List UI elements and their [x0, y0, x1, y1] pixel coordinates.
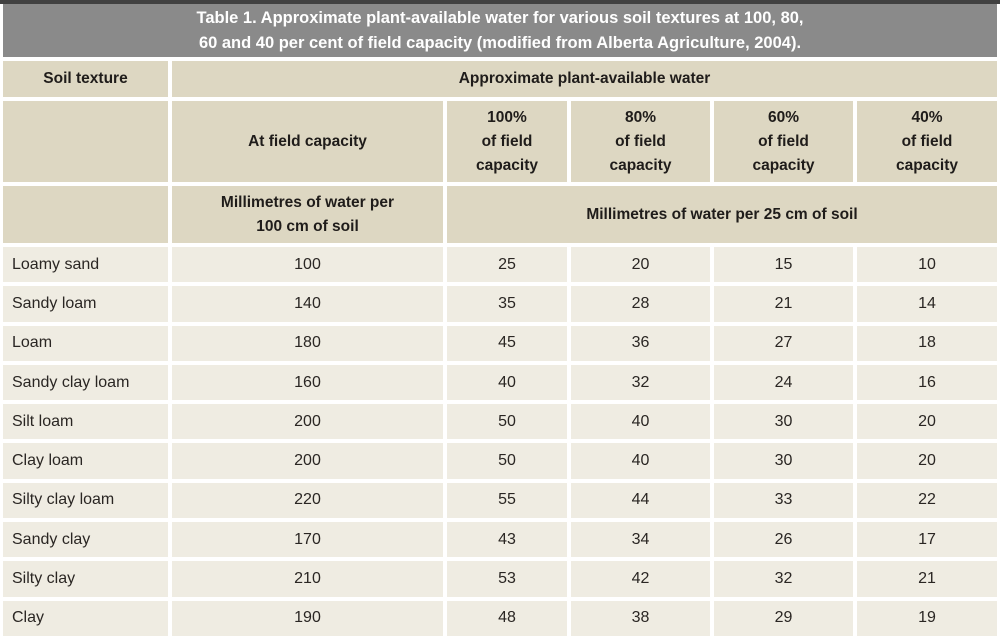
value-cell: 40	[571, 443, 710, 479]
soil-texture-cell: Sandy loam	[3, 286, 168, 322]
value-cell: 200	[172, 443, 443, 479]
value-cell: 40	[571, 404, 710, 440]
value-cell: 100	[172, 247, 443, 283]
value-cell: 170	[172, 522, 443, 558]
header-60-percent: 60% of field capacity	[714, 101, 853, 182]
header-80-percent: 80% of field capacity	[571, 101, 710, 182]
value-cell: 21	[714, 286, 853, 322]
value-cell: 45	[447, 325, 567, 361]
soil-water-table: Soil texture Approximate plant-available…	[3, 61, 997, 636]
value-cell: 21	[857, 561, 997, 597]
value-cell: 36	[571, 325, 710, 361]
value-cell: 35	[447, 286, 567, 322]
value-cell: 20	[857, 443, 997, 479]
value-cell: 22	[857, 482, 997, 519]
value-cell: 20	[571, 247, 710, 283]
value-cell: 27	[714, 325, 853, 361]
value-cell: 10	[857, 247, 997, 283]
value-cell: 43	[447, 522, 567, 558]
value-cell: 19	[857, 600, 997, 636]
value-cell: 18	[857, 325, 997, 361]
value-cell: 20	[857, 404, 997, 440]
value-cell: 220	[172, 482, 443, 519]
value-cell: 55	[447, 482, 567, 519]
corner-header-soil-texture: Soil texture	[3, 61, 168, 97]
value-cell: 16	[857, 364, 997, 401]
top-rule	[0, 0, 1000, 4]
value-cell: 48	[447, 600, 567, 636]
unit-header-100cm: Millimetres of water per 100 cm of soil	[172, 186, 443, 243]
soil-texture-cell: Sandy clay	[3, 522, 168, 558]
header-40-percent: 40% of field capacity	[857, 101, 997, 182]
header-100-percent: 100% of field capacity	[447, 101, 567, 182]
group-header-plant-available-water: Approximate plant-available water	[172, 61, 997, 97]
value-cell: 25	[447, 247, 567, 283]
value-cell: 32	[571, 364, 710, 401]
value-cell: 44	[571, 482, 710, 519]
value-cell: 24	[714, 364, 853, 401]
header-at-field-capacity: At field capacity	[172, 101, 443, 182]
value-cell: 200	[172, 404, 443, 440]
value-cell: 40	[447, 364, 567, 401]
value-cell: 29	[714, 600, 853, 636]
soil-texture-cell: Loamy sand	[3, 247, 168, 283]
value-cell: 33	[714, 482, 853, 519]
soil-texture-cell: Silt loam	[3, 404, 168, 440]
value-cell: 15	[714, 247, 853, 283]
empty-header-cell	[3, 186, 168, 243]
value-cell: 190	[172, 600, 443, 636]
value-cell: 26	[714, 522, 853, 558]
value-cell: 30	[714, 443, 853, 479]
unit-header-25cm: Millimetres of water per 25 cm of soil	[447, 186, 997, 243]
value-cell: 50	[447, 443, 567, 479]
soil-texture-cell: Silty clay loam	[3, 482, 168, 519]
soil-texture-cell: Clay	[3, 600, 168, 636]
value-cell: 42	[571, 561, 710, 597]
soil-texture-cell: Clay loam	[3, 443, 168, 479]
soil-texture-cell: Silty clay	[3, 561, 168, 597]
value-cell: 38	[571, 600, 710, 636]
value-cell: 30	[714, 404, 853, 440]
value-cell: 28	[571, 286, 710, 322]
value-cell: 14	[857, 286, 997, 322]
value-cell: 53	[447, 561, 567, 597]
soil-texture-cell: Sandy clay loam	[3, 364, 168, 401]
value-cell: 50	[447, 404, 567, 440]
value-cell: 32	[714, 561, 853, 597]
value-cell: 140	[172, 286, 443, 322]
table-title: Table 1. Approximate plant-available wat…	[3, 4, 997, 57]
value-cell: 160	[172, 364, 443, 401]
empty-header-cell	[3, 101, 168, 182]
value-cell: 210	[172, 561, 443, 597]
value-cell: 34	[571, 522, 710, 558]
value-cell: 17	[857, 522, 997, 558]
soil-texture-cell: Loam	[3, 325, 168, 361]
value-cell: 180	[172, 325, 443, 361]
